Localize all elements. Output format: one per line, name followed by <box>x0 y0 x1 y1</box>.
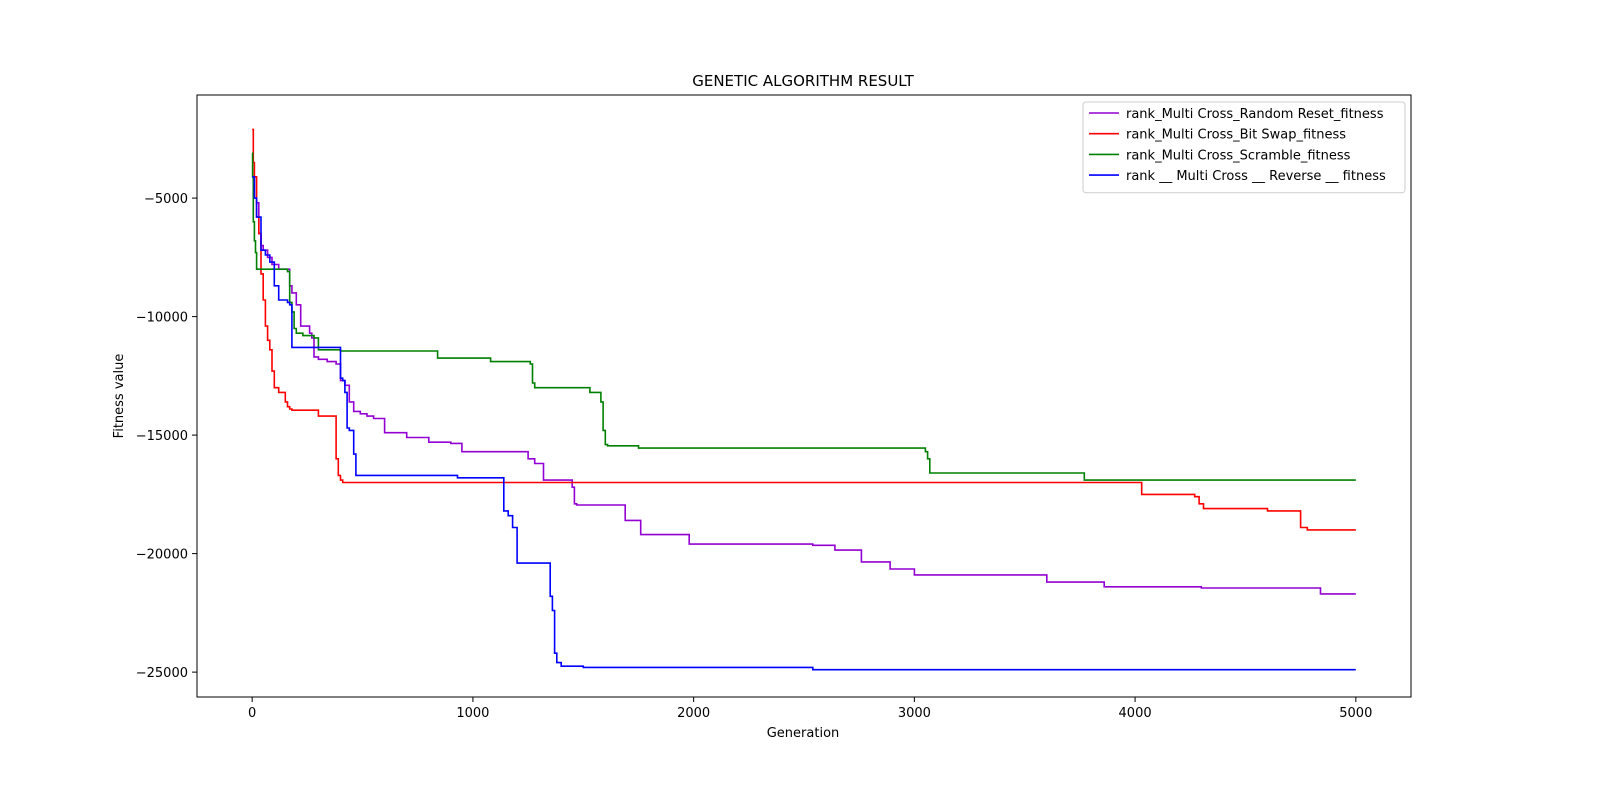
y-tick-label: −5000 <box>144 192 188 207</box>
x-tick-label: 4000 <box>1119 706 1152 721</box>
plot-frame <box>196 94 1412 698</box>
plot-area <box>196 94 1412 698</box>
x-tick-label: 1000 <box>456 706 489 721</box>
legend-label-4: rank __ Multi Cross __ Reverse __ fitnes… <box>1126 169 1386 184</box>
x-tick-label: 0 <box>248 706 256 721</box>
series-line-3 <box>251 152 1356 481</box>
chart-title: GENETIC ALGORITHM RESULT <box>692 72 914 90</box>
y-tick-label: −25000 <box>136 666 188 681</box>
y-tick-label: −10000 <box>136 311 188 326</box>
x-tick-label: 5000 <box>1339 706 1372 721</box>
y-tick-label: −15000 <box>136 429 188 444</box>
series-line-4 <box>252 176 1356 671</box>
x-axis: 0 1000 2000 3000 4000 5000 <box>248 697 1372 721</box>
legend: rank_Multi Cross_Random Reset_fitnessran… <box>1082 101 1406 194</box>
legend-label-3: rank_Multi Cross_Scramble_fitness <box>1126 148 1351 163</box>
y-axis-label: Fitness value <box>112 354 127 439</box>
x-tick-label: 3000 <box>898 706 931 721</box>
y-tick-label: −20000 <box>136 548 188 563</box>
legend-box <box>1082 101 1406 194</box>
series-line-2 <box>252 128 1356 531</box>
y-axis: −5000 −10000 −15000 −20000 −25000 <box>136 192 197 681</box>
legend-label-1: rank_Multi Cross_Random Reset_fitness <box>1126 107 1384 122</box>
legend-label-2: rank_Multi Cross_Bit Swap_fitness <box>1126 128 1346 143</box>
x-axis-label: Generation <box>767 726 840 741</box>
x-tick-label: 2000 <box>677 706 710 721</box>
